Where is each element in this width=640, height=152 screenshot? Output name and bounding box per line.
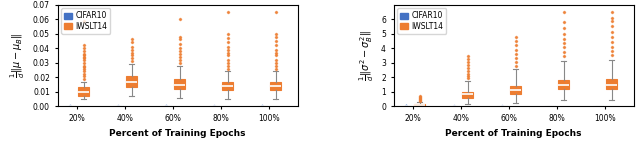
Legend: CIFAR10, IWSLT14: CIFAR10, IWSLT14 [397, 8, 446, 34]
Legend: CIFAR10, IWSLT14: CIFAR10, IWSLT14 [61, 8, 110, 34]
PathPatch shape [127, 76, 136, 88]
PathPatch shape [559, 80, 568, 89]
Y-axis label: $\frac{1}{d}\|\sigma^2 - \sigma^2_B\|$: $\frac{1}{d}\|\sigma^2 - \sigma^2_B\|$ [357, 30, 376, 81]
X-axis label: Percent of Training Epochs: Percent of Training Epochs [109, 129, 246, 138]
X-axis label: Percent of Training Epochs: Percent of Training Epochs [445, 129, 582, 138]
PathPatch shape [511, 86, 520, 94]
PathPatch shape [79, 88, 88, 96]
PathPatch shape [175, 79, 184, 89]
PathPatch shape [223, 82, 232, 90]
PathPatch shape [415, 104, 424, 106]
PathPatch shape [463, 92, 472, 98]
Y-axis label: $\frac{1}{d}\|\mu - \mu_B\|$: $\frac{1}{d}\|\mu - \mu_B\|$ [9, 33, 28, 78]
PathPatch shape [271, 82, 280, 90]
PathPatch shape [607, 79, 616, 89]
